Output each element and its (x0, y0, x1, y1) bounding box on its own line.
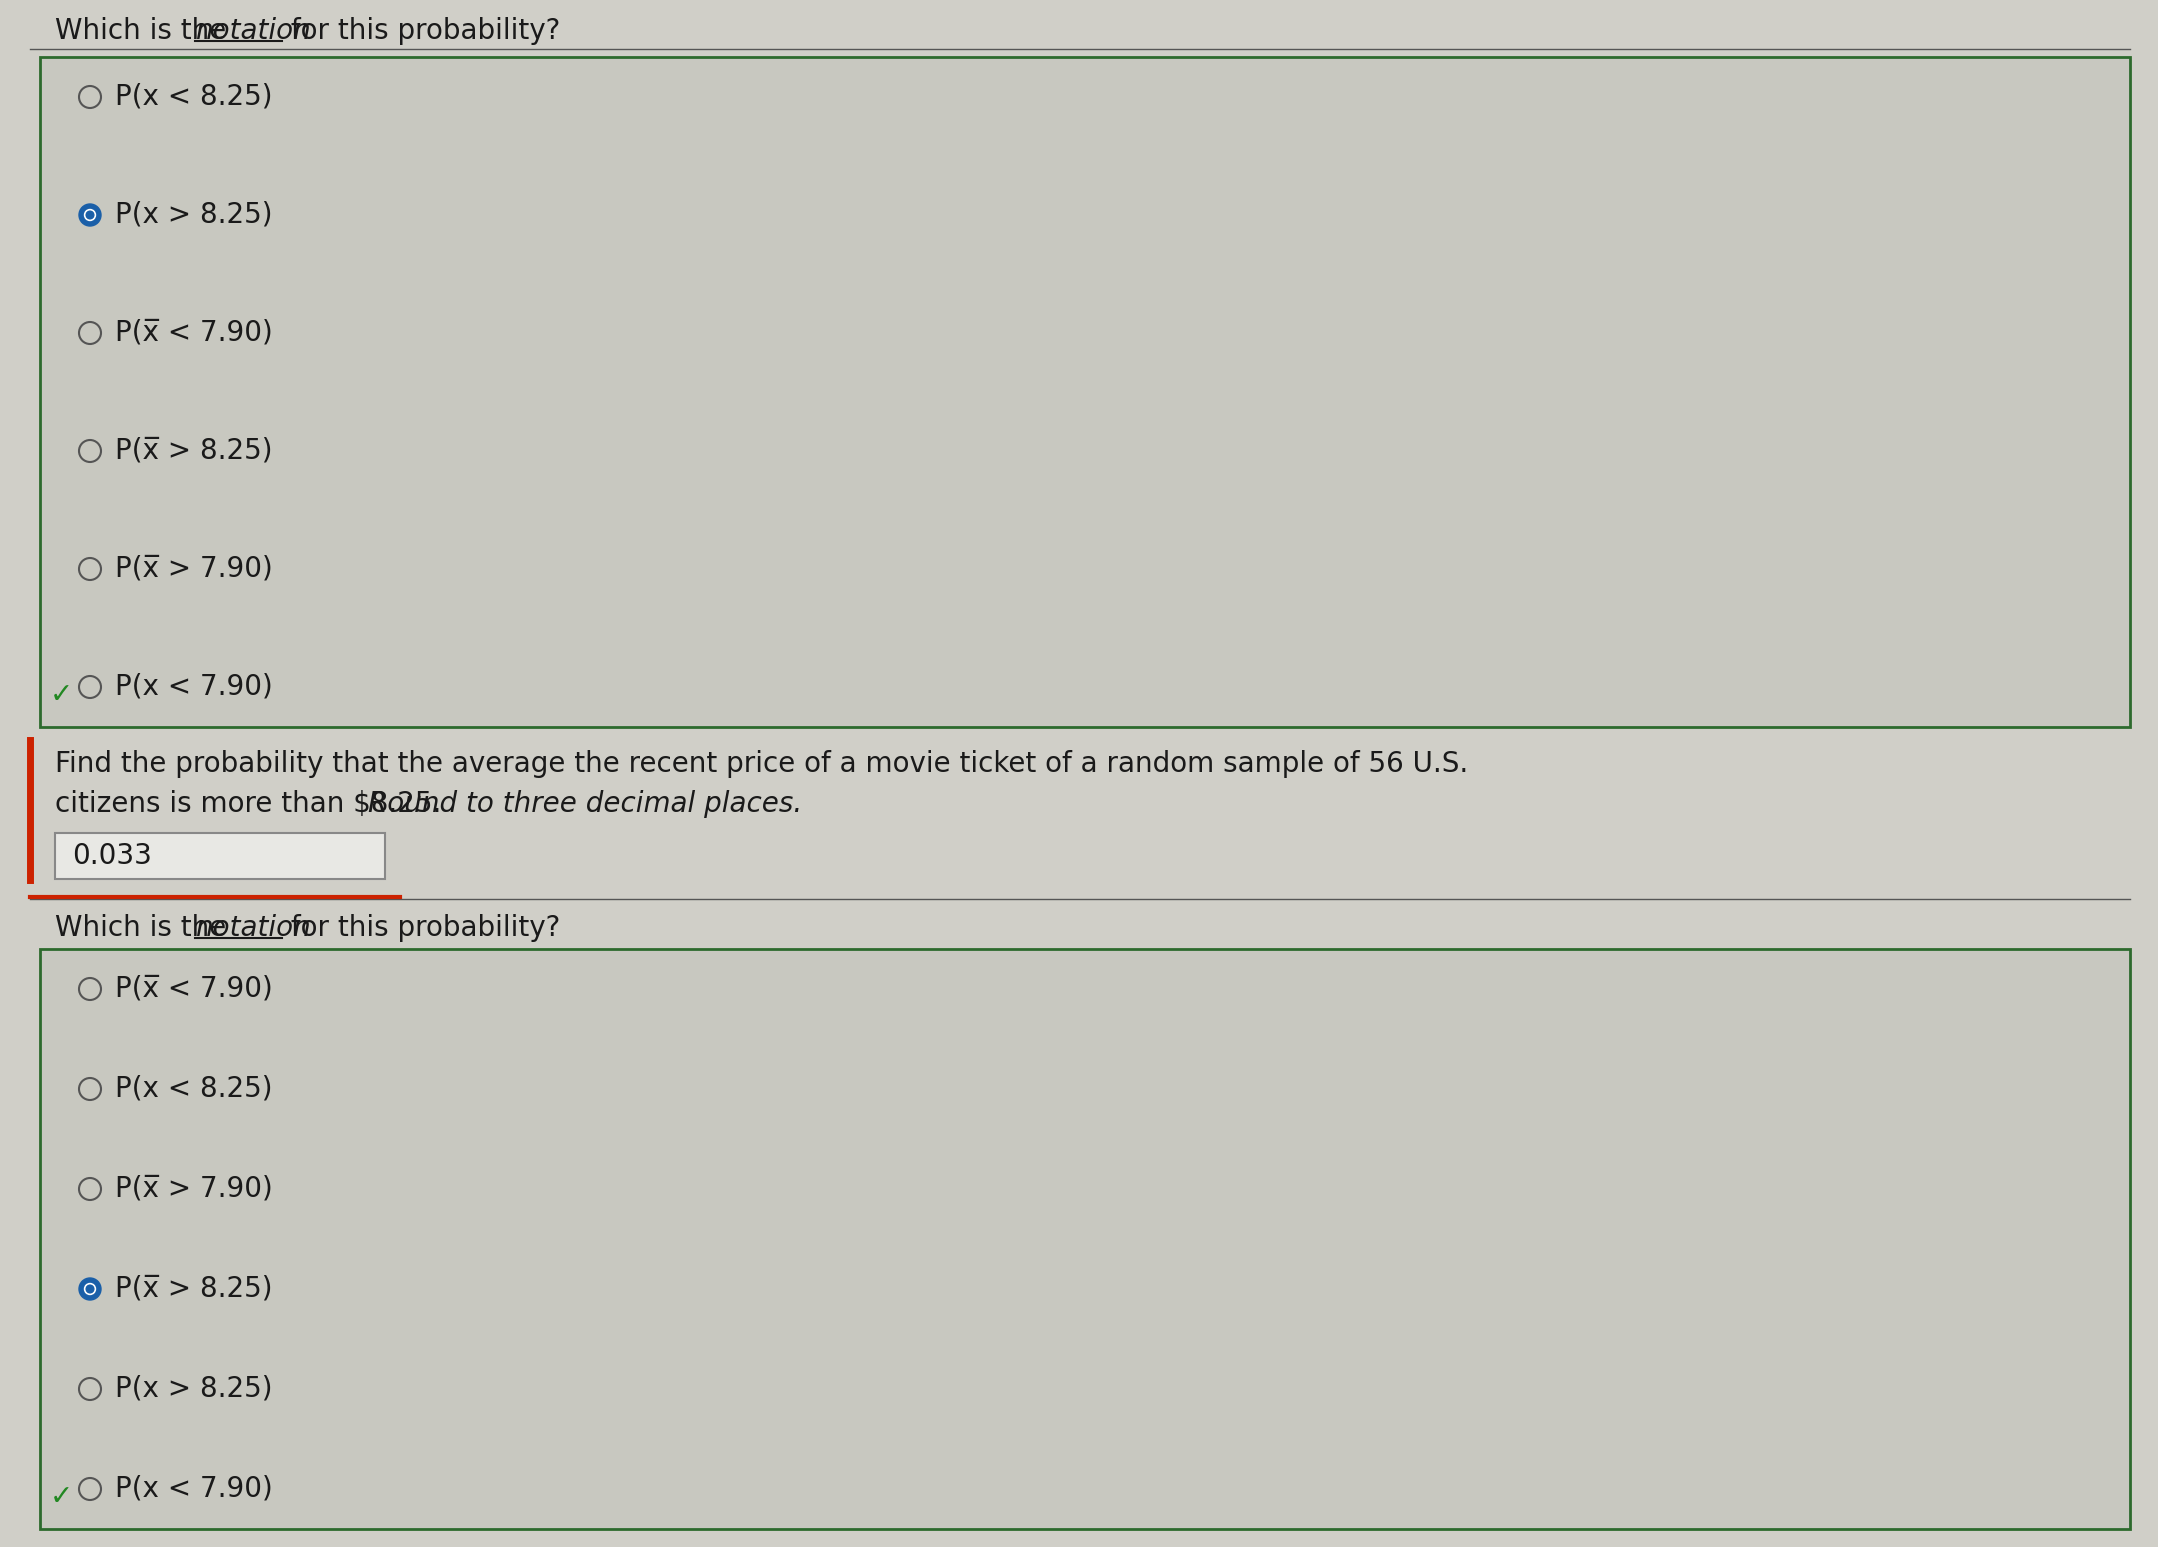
Text: P(x̅ < 7.90): P(x̅ < 7.90) (114, 319, 272, 347)
Circle shape (86, 210, 93, 218)
Text: ✓: ✓ (50, 1484, 73, 1511)
Text: citizens is more than $8.25.: citizens is more than $8.25. (54, 791, 451, 818)
Text: P(x > 8.25): P(x > 8.25) (114, 201, 272, 229)
Text: P(x > 8.25): P(x > 8.25) (114, 1375, 272, 1403)
Text: P(x̅ > 8.25): P(x̅ > 8.25) (114, 436, 272, 466)
FancyBboxPatch shape (54, 832, 384, 879)
Text: Which is the: Which is the (54, 914, 235, 942)
Text: for this probability?: for this probability? (283, 17, 561, 45)
Text: ✓: ✓ (50, 681, 73, 709)
Text: P(x̅ > 7.90): P(x̅ > 7.90) (114, 555, 272, 583)
Text: 0.033: 0.033 (71, 842, 151, 869)
Circle shape (84, 209, 95, 221)
Text: P(x < 8.25): P(x < 8.25) (114, 84, 272, 111)
Text: Find the probability that the average the recent price of a movie ticket of a ra: Find the probability that the average th… (54, 750, 1467, 778)
Text: Which is the: Which is the (54, 17, 235, 45)
Text: P(x < 7.90): P(x < 7.90) (114, 673, 272, 701)
Circle shape (86, 1286, 93, 1293)
FancyBboxPatch shape (41, 57, 2130, 727)
Text: P(x̅ < 7.90): P(x̅ < 7.90) (114, 975, 272, 1002)
FancyBboxPatch shape (41, 948, 2130, 1528)
Text: P(x̅ > 7.90): P(x̅ > 7.90) (114, 1176, 272, 1204)
Text: notation: notation (196, 914, 311, 942)
Text: P(x < 7.90): P(x < 7.90) (114, 1474, 272, 1504)
Circle shape (80, 204, 101, 226)
Text: notation: notation (196, 17, 311, 45)
Text: Round to three decimal places.: Round to three decimal places. (369, 791, 803, 818)
Circle shape (84, 1284, 95, 1295)
Text: P(x̅ > 8.25): P(x̅ > 8.25) (114, 1275, 272, 1303)
Text: for this probability?: for this probability? (283, 914, 561, 942)
Text: P(x < 8.25): P(x < 8.25) (114, 1075, 272, 1103)
Circle shape (80, 1278, 101, 1299)
